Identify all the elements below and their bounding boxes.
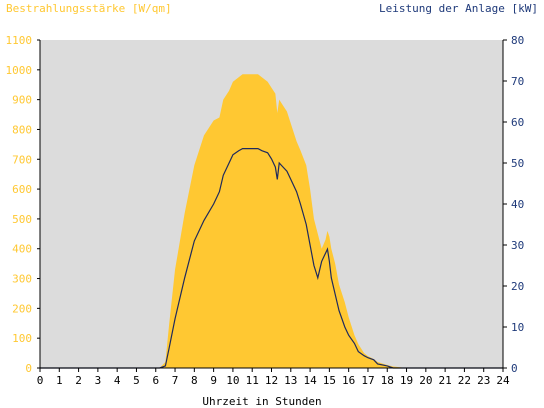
y-left-tick-label: 300 (12, 273, 32, 286)
y-left-tick-label: 1000 (6, 64, 33, 77)
x-tick-label: 11 (246, 374, 259, 387)
x-tick-label: 23 (477, 374, 490, 387)
y-axis-right-title: Leistung der Anlage [kW] (379, 2, 538, 15)
x-tick-label: 1 (56, 374, 63, 387)
x-tick-label: 20 (419, 374, 432, 387)
y-left-tick-label: 500 (12, 213, 32, 226)
x-tick-label: 22 (458, 374, 471, 387)
y-left-tick-label: 900 (12, 94, 32, 107)
y-left-tick-label: 1100 (6, 34, 33, 47)
y-right-tick-label: 0 (511, 362, 518, 375)
x-tick-label: 10 (226, 374, 239, 387)
x-tick-label: 15 (323, 374, 336, 387)
y-left-tick-label: 0 (25, 362, 32, 375)
y-right-tick-label: 10 (511, 321, 524, 334)
y-right-tick-label: 20 (511, 280, 524, 293)
x-tick-label: 18 (381, 374, 394, 387)
y-left-tick-label: 600 (12, 183, 32, 196)
x-tick-label: 17 (361, 374, 374, 387)
x-tick-label: 12 (265, 374, 278, 387)
y-left-tick-label: 200 (12, 302, 32, 315)
y-left-tick-label: 700 (12, 153, 32, 166)
y-left-tick-label: 400 (12, 243, 32, 256)
x-tick-label: 16 (342, 374, 355, 387)
x-tick-label: 21 (439, 374, 452, 387)
x-axis-title: Uhrzeit in Stunden (202, 395, 321, 408)
y-axis-left-ticks: 0 100 200 300 400 500 600 700 800 900 1000 1100 (6, 34, 40, 375)
y-right-tick-label: 40 (511, 198, 524, 211)
irradiance-series (40, 74, 503, 368)
y-axis-right-ticks: 0 10 20 30 40 50 60 70 80 (503, 34, 524, 375)
y-right-tick-label: 30 (511, 239, 524, 252)
power-line (40, 148, 503, 369)
x-tick-label: 3 (95, 374, 102, 387)
y-left-tick-label: 100 (12, 332, 32, 345)
y-axis-left-title: Bestrahlungsstärke [W/qm] (6, 2, 172, 15)
x-tick-label: 9 (210, 374, 217, 387)
y-right-tick-label: 80 (511, 34, 524, 47)
x-tick-label: 19 (400, 374, 413, 387)
x-tick-label: 24 (496, 374, 510, 387)
x-tick-label: 4 (114, 374, 121, 387)
y-right-tick-label: 60 (511, 116, 524, 129)
y-right-tick-label: 50 (511, 157, 524, 170)
x-axis-ticks: 0 1 2 3 4 5 6 7 8 9 10 11 12 13 14 15 16 17 18 19 20 21 22 23 24 (37, 368, 510, 387)
power-series (40, 148, 503, 369)
x-tick-label: 8 (191, 374, 198, 387)
x-tick-label: 5 (133, 374, 140, 387)
x-tick-label: 2 (75, 374, 82, 387)
irradiance-area (40, 74, 503, 368)
x-tick-label: 7 (172, 374, 179, 387)
y-left-tick-label: 800 (12, 123, 32, 136)
x-tick-label: 6 (152, 374, 159, 387)
y-right-tick-label: 70 (511, 75, 524, 88)
x-tick-label: 0 (37, 374, 44, 387)
x-tick-label: 14 (303, 374, 317, 387)
x-tick-label: 13 (284, 374, 297, 387)
